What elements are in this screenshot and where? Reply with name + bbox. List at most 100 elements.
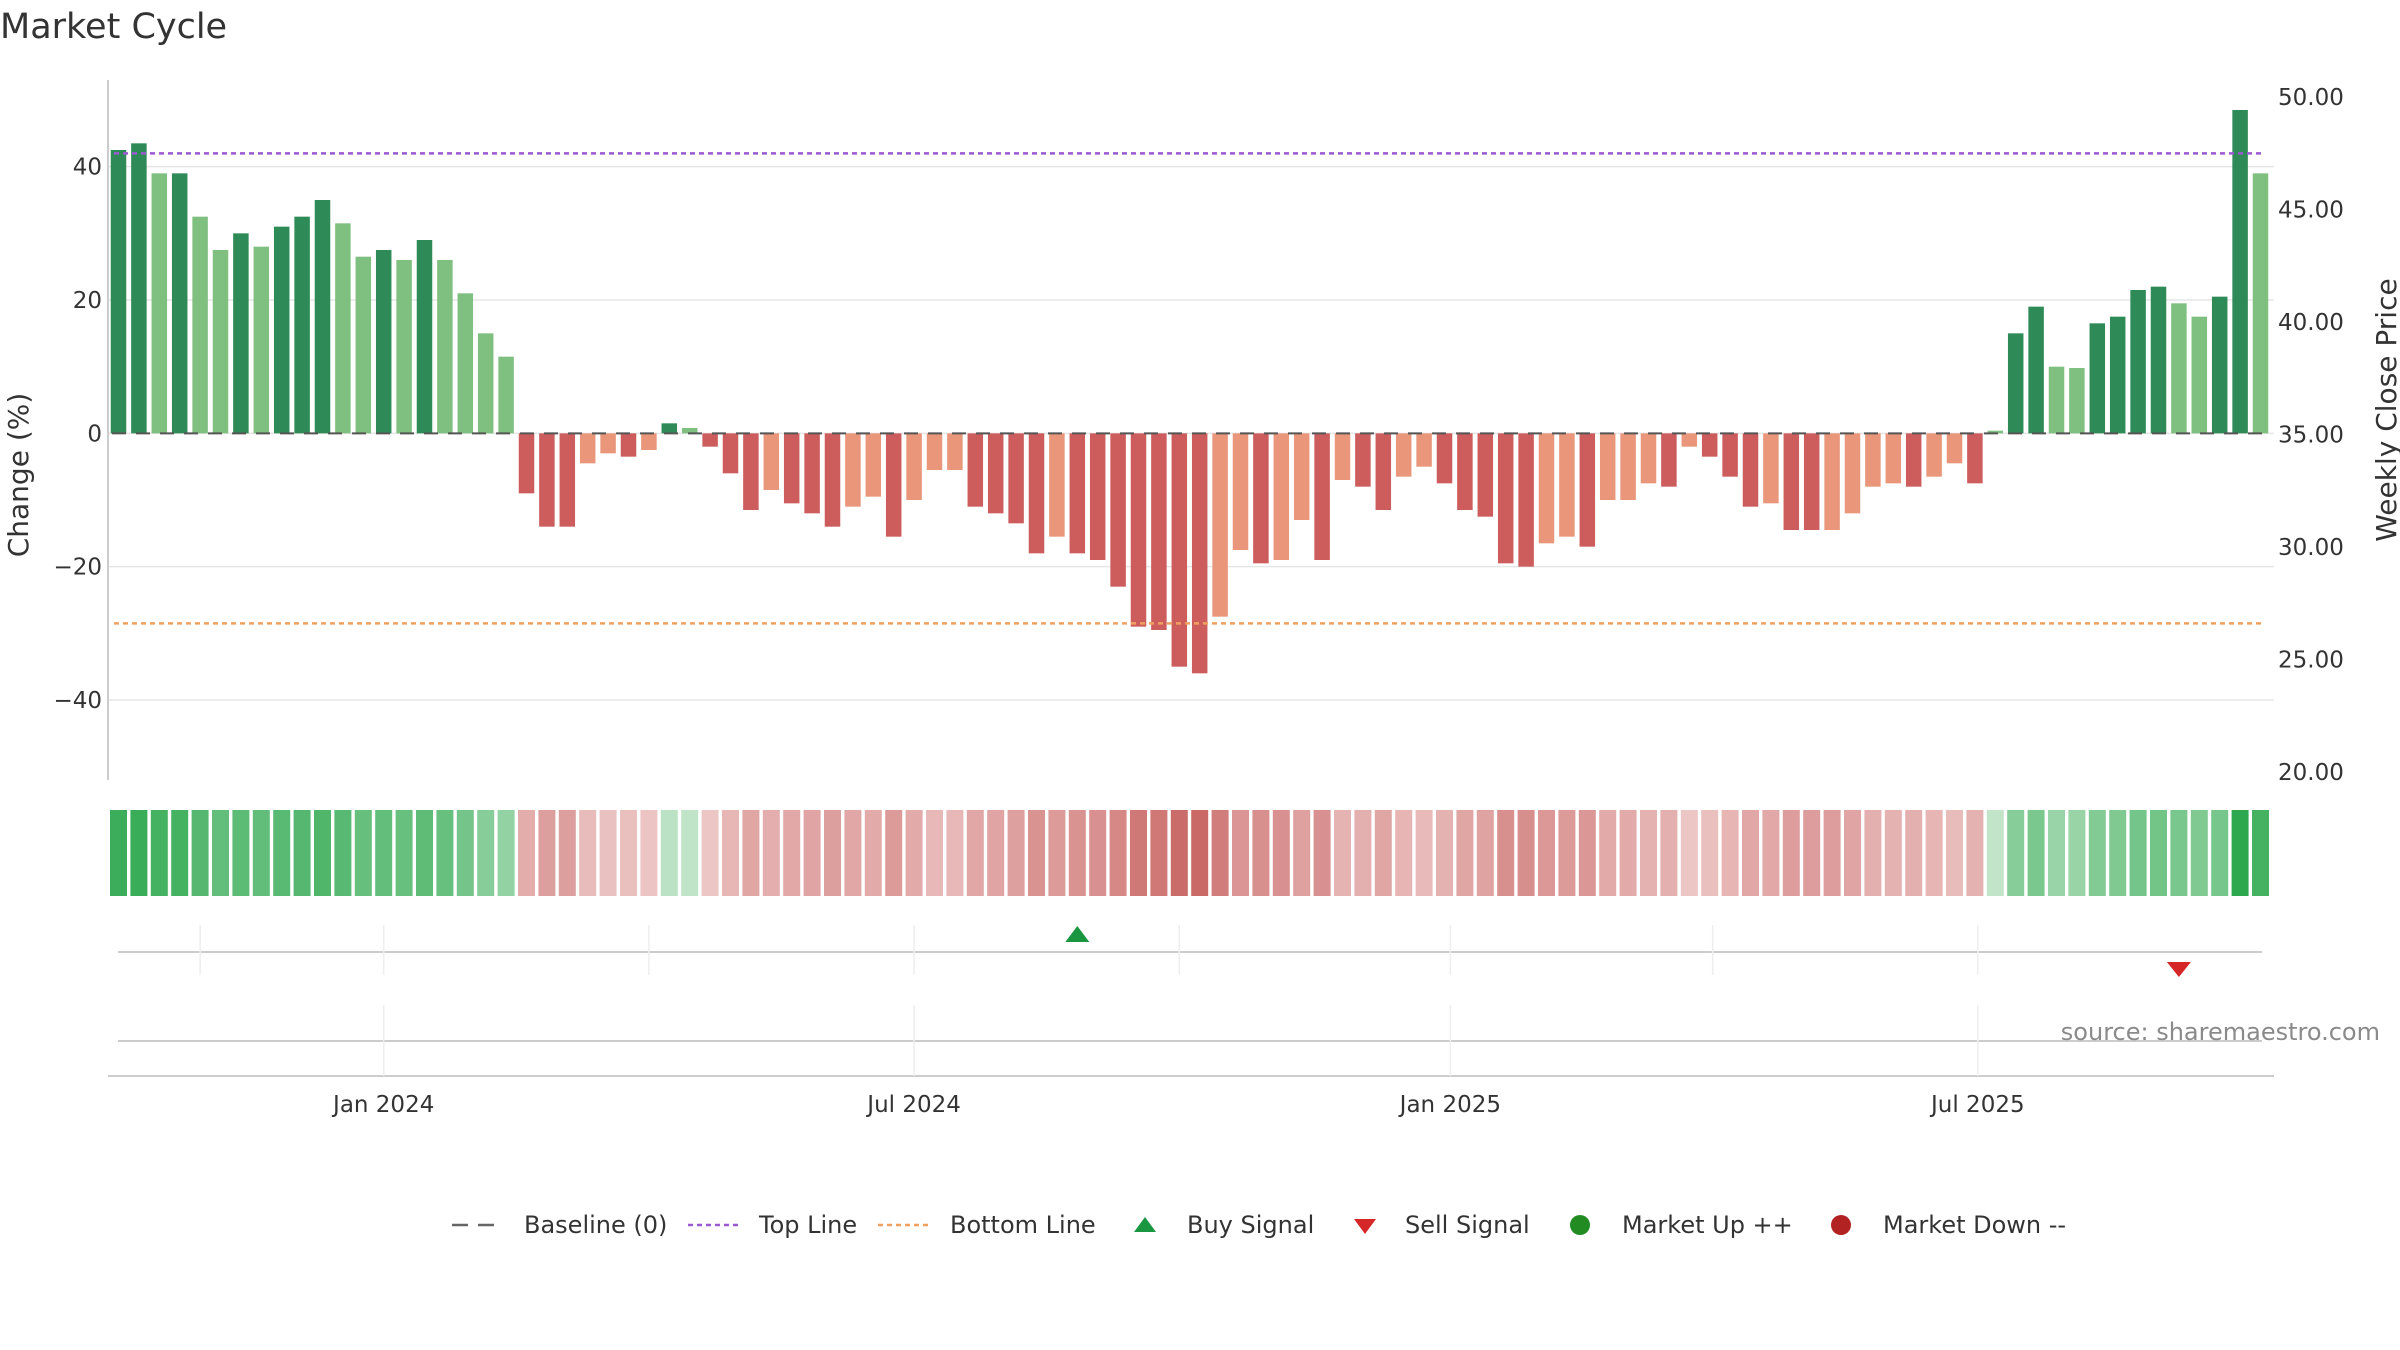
bar <box>2028 306 2044 434</box>
heat-cell <box>1456 810 1474 896</box>
legend-item: Market Up ++ <box>1570 1211 1793 1239</box>
bar <box>1273 433 1290 560</box>
heat-cell <box>1497 810 1515 896</box>
bar <box>457 293 474 434</box>
buy-signal-marker <box>1065 926 1090 942</box>
bar <box>1416 433 1432 467</box>
heat-cell <box>1476 810 1494 896</box>
heat-cell <box>1905 810 1923 896</box>
bar <box>2150 286 2167 434</box>
heat-cell <box>334 810 352 896</box>
legend-item: Top Line <box>688 1211 857 1239</box>
heat-cell <box>1517 810 1535 896</box>
heat-cell <box>1660 810 1678 896</box>
bar <box>2171 303 2187 434</box>
bar <box>2232 110 2248 434</box>
y2-axis-title: Weekly Close Price <box>2370 278 2400 541</box>
signal-panel <box>118 925 2262 977</box>
bar <box>1089 433 1106 560</box>
heat-cell <box>803 810 821 896</box>
bar <box>1987 430 2004 434</box>
heat-cell <box>1436 810 1453 896</box>
bar <box>1803 433 1820 530</box>
sell-signal-legend-icon <box>1354 1219 1376 1234</box>
heat-cell <box>456 810 474 896</box>
heat-cell <box>1864 810 1882 896</box>
heat-cell <box>110 810 127 896</box>
bar <box>1681 433 1698 447</box>
heat-cell <box>477 810 495 896</box>
reference-lines <box>112 152 2272 625</box>
bar <box>110 150 127 434</box>
heat-cell <box>2190 810 2208 896</box>
bar <box>1885 433 1902 484</box>
heat-cell <box>293 810 311 896</box>
bar <box>1926 433 1942 477</box>
bar <box>375 250 392 434</box>
heat-cell <box>2211 810 2229 896</box>
heat-cell <box>2068 810 2086 896</box>
heat-cell <box>273 810 291 896</box>
heat-cell <box>885 810 903 896</box>
heat-cell <box>1130 810 1147 896</box>
bar <box>1049 433 1065 537</box>
bar <box>1722 433 1738 477</box>
heat-cell <box>579 810 597 896</box>
heat-cell <box>1844 810 1861 896</box>
heat-cell <box>620 810 637 896</box>
heat-cell <box>1986 810 2004 896</box>
heat-cell <box>252 810 270 896</box>
bar <box>2191 316 2208 434</box>
bar <box>416 240 433 434</box>
heat-cell <box>1415 810 1433 896</box>
legend-item: Baseline (0) <box>452 1211 667 1239</box>
x-tick-label: Jul 2025 <box>1929 1092 2025 1118</box>
heat-cell <box>2109 810 2127 896</box>
bar <box>1028 433 1045 554</box>
heat-cell <box>926 810 943 896</box>
bar <box>1640 433 1657 484</box>
bar <box>1151 433 1167 630</box>
heat-cell <box>2170 810 2188 896</box>
heat-cell <box>1701 810 1719 896</box>
bar <box>1559 433 1575 537</box>
heat-cell <box>558 810 576 896</box>
bar <box>518 433 535 494</box>
bar <box>294 216 310 434</box>
heat-cell <box>1619 810 1637 896</box>
bar <box>702 433 718 447</box>
x-tick-label: Jan 2024 <box>331 1092 434 1118</box>
bar <box>1436 433 1453 484</box>
bar <box>273 226 290 434</box>
bar <box>845 433 861 507</box>
legend-label: Top Line <box>758 1211 857 1239</box>
bar <box>498 356 514 434</box>
axes-layer: −40 −20 0 20 40 20.00 25.00 30.00 35.00 40.00 45.0… <box>2 80 2400 786</box>
heat-cell <box>1680 810 1698 896</box>
heat-cell <box>824 810 841 896</box>
legend-label: Market Up ++ <box>1622 1211 1793 1239</box>
bar <box>620 433 637 457</box>
heat-cell <box>1395 810 1413 896</box>
heat-cell <box>1823 810 1841 896</box>
bar <box>743 433 759 510</box>
bar <box>579 433 596 464</box>
y2-tick-label: 30.00 <box>2278 535 2344 561</box>
bar <box>1905 433 1922 487</box>
heat-cell <box>1966 810 1984 896</box>
bar <box>2069 368 2085 434</box>
bar <box>1395 433 1412 477</box>
bar <box>661 423 678 434</box>
bar <box>1008 433 1024 524</box>
y2-tick-label: 35.00 <box>2278 423 2344 449</box>
bar <box>253 246 270 434</box>
heat-cell <box>946 810 964 896</box>
bar <box>1069 433 1086 554</box>
bar <box>641 433 657 450</box>
bar <box>212 250 229 434</box>
bar <box>1599 433 1616 500</box>
heat-cell <box>905 810 923 896</box>
y2-tick-label: 40.00 <box>2278 310 2344 336</box>
heat-cell <box>2048 810 2065 896</box>
